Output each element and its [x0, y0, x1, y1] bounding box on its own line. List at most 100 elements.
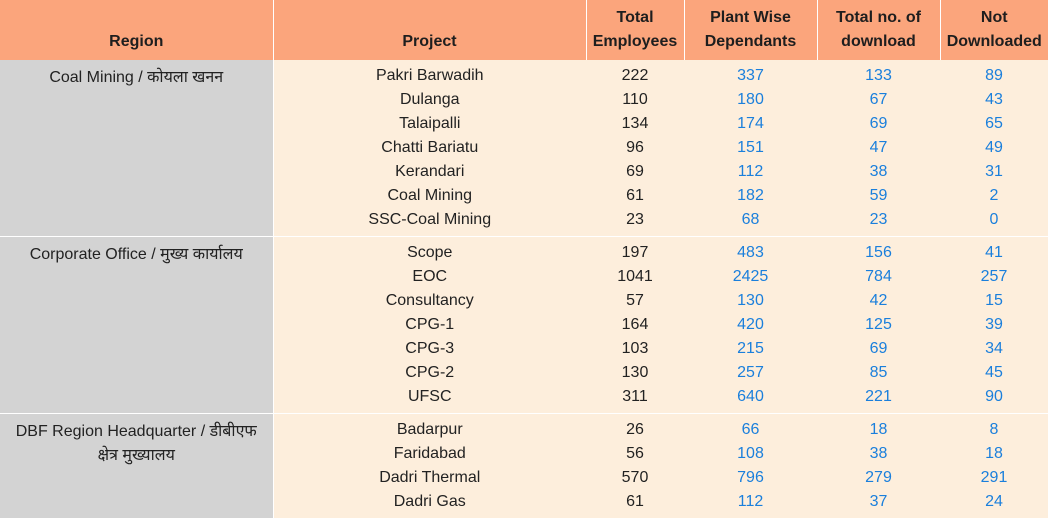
- project-cell: Faridabad: [273, 442, 586, 466]
- dependants-link[interactable]: 112: [684, 160, 817, 184]
- region-cell: DBF Region Headquarter / डीबीएफ क्षेत्र …: [0, 413, 274, 518]
- downloads-link[interactable]: 37: [817, 490, 940, 518]
- dependants-link[interactable]: 796: [684, 466, 817, 490]
- downloads-link[interactable]: 38: [817, 160, 940, 184]
- downloads-link[interactable]: 42: [817, 289, 940, 313]
- dependants-link[interactable]: 180: [684, 88, 817, 112]
- total-employees-cell: 26: [586, 413, 684, 442]
- not-downloaded-link[interactable]: 257: [940, 265, 1048, 289]
- table-header-row: Region Project Total Employees Plant Wise…: [0, 0, 1048, 60]
- downloads-link[interactable]: 18: [817, 413, 940, 442]
- downloads-link[interactable]: 47: [817, 136, 940, 160]
- downloads-link[interactable]: 59: [817, 184, 940, 208]
- not-downloaded-link[interactable]: 49: [940, 136, 1048, 160]
- table-row: Talaipalli 134 174 69 65: [0, 112, 1048, 136]
- not-downloaded-link[interactable]: 15: [940, 289, 1048, 313]
- not-downloaded-link[interactable]: 2: [940, 184, 1048, 208]
- total-employees-cell: 61: [586, 490, 684, 518]
- dependants-link[interactable]: 483: [684, 236, 817, 265]
- table-row: CPG-2 130 257 85 45: [0, 361, 1048, 385]
- dependants-link[interactable]: 182: [684, 184, 817, 208]
- not-downloaded-link[interactable]: 90: [940, 385, 1048, 414]
- table-row: Consultancy 57 130 42 15: [0, 289, 1048, 313]
- table-row: Chatti Bariatu 96 151 47 49: [0, 136, 1048, 160]
- dependants-link[interactable]: 257: [684, 361, 817, 385]
- total-employees-cell: 23: [586, 208, 684, 237]
- dependants-link[interactable]: 2425: [684, 265, 817, 289]
- table-row: Dadri Gas 61 112 37 24: [0, 490, 1048, 518]
- not-downloaded-link[interactable]: 8: [940, 413, 1048, 442]
- total-employees-cell: 69: [586, 160, 684, 184]
- dependants-link[interactable]: 640: [684, 385, 817, 414]
- dependants-link[interactable]: 108: [684, 442, 817, 466]
- project-cell: Chatti Bariatu: [273, 136, 586, 160]
- downloads-link[interactable]: 23: [817, 208, 940, 237]
- dependants-link[interactable]: 174: [684, 112, 817, 136]
- downloads-link[interactable]: 784: [817, 265, 940, 289]
- total-employees-cell: 1041: [586, 265, 684, 289]
- not-downloaded-link[interactable]: 39: [940, 313, 1048, 337]
- table-row: CPG-1 164 420 125 39: [0, 313, 1048, 337]
- total-employees-cell: 134: [586, 112, 684, 136]
- dependants-link[interactable]: 68: [684, 208, 817, 237]
- table-row: CPG-3 103 215 69 34: [0, 337, 1048, 361]
- table-row: EOC 1041 2425 784 257: [0, 265, 1048, 289]
- total-employees-cell: 570: [586, 466, 684, 490]
- total-employees-cell: 130: [586, 361, 684, 385]
- project-cell: Scope: [273, 236, 586, 265]
- col-header-plant-wise-dependants: Plant Wise Dependants: [684, 0, 818, 60]
- total-employees-cell: 56: [586, 442, 684, 466]
- dependants-link[interactable]: 112: [684, 490, 817, 518]
- downloads-link[interactable]: 69: [817, 112, 940, 136]
- downloads-link[interactable]: 279: [817, 466, 940, 490]
- downloads-link[interactable]: 69: [817, 337, 940, 361]
- project-cell: SSC-Coal Mining: [273, 208, 586, 237]
- col-header-total-employees: Total Employees: [586, 0, 685, 60]
- downloads-link[interactable]: 125: [817, 313, 940, 337]
- not-downloaded-link[interactable]: 31: [940, 160, 1048, 184]
- not-downloaded-link[interactable]: 45: [940, 361, 1048, 385]
- dependants-link[interactable]: 66: [684, 413, 817, 442]
- not-downloaded-link[interactable]: 34: [940, 337, 1048, 361]
- downloads-link[interactable]: 67: [817, 88, 940, 112]
- project-cell: Badarpur: [273, 413, 586, 442]
- col-header-region: Region: [0, 0, 274, 60]
- project-cell: Dadri Thermal: [273, 466, 586, 490]
- downloads-link[interactable]: 133: [817, 60, 940, 88]
- dependants-link[interactable]: 337: [684, 60, 817, 88]
- total-employees-cell: 110: [586, 88, 684, 112]
- not-downloaded-link[interactable]: 24: [940, 490, 1048, 518]
- total-employees-cell: 197: [586, 236, 684, 265]
- project-cell: Talaipalli: [273, 112, 586, 136]
- downloads-link[interactable]: 38: [817, 442, 940, 466]
- table-row: Kerandari 69 112 38 31: [0, 160, 1048, 184]
- not-downloaded-link[interactable]: 0: [940, 208, 1048, 237]
- downloads-link[interactable]: 85: [817, 361, 940, 385]
- not-downloaded-link[interactable]: 65: [940, 112, 1048, 136]
- project-cell: Consultancy: [273, 289, 586, 313]
- downloads-link[interactable]: 221: [817, 385, 940, 414]
- table-row: DBF Region Headquarter / डीबीएफ क्षेत्र …: [0, 413, 1048, 518]
- col-header-total-download: Total no. of download: [817, 0, 941, 60]
- dependants-link[interactable]: 130: [684, 289, 817, 313]
- dependants-link[interactable]: 151: [684, 136, 817, 160]
- total-employees-cell: 61: [586, 184, 684, 208]
- project-cell: UFSC: [273, 385, 586, 414]
- not-downloaded-link[interactable]: 43: [940, 88, 1048, 112]
- total-employees-cell: 103: [586, 337, 684, 361]
- project-cell: CPG-1: [273, 313, 586, 337]
- table-row: Corporate Office / मुख्य कार्यालय Scope 19…: [0, 236, 1048, 414]
- not-downloaded-link[interactable]: 291: [940, 466, 1048, 490]
- total-employees-cell: 311: [586, 385, 684, 414]
- table-row: Dadri Thermal 570 796 279 291: [0, 466, 1048, 490]
- total-employees-cell: 164: [586, 313, 684, 337]
- not-downloaded-link[interactable]: 18: [940, 442, 1048, 466]
- not-downloaded-link[interactable]: 41: [940, 236, 1048, 265]
- dependants-link[interactable]: 215: [684, 337, 817, 361]
- not-downloaded-link[interactable]: 89: [940, 60, 1048, 88]
- project-cell: Dadri Gas: [273, 490, 586, 518]
- table-body: Coal Mining / कोयला खनन Pakri Barwadih 222…: [0, 60, 1048, 518]
- downloads-link[interactable]: 156: [817, 236, 940, 265]
- dependants-link[interactable]: 420: [684, 313, 817, 337]
